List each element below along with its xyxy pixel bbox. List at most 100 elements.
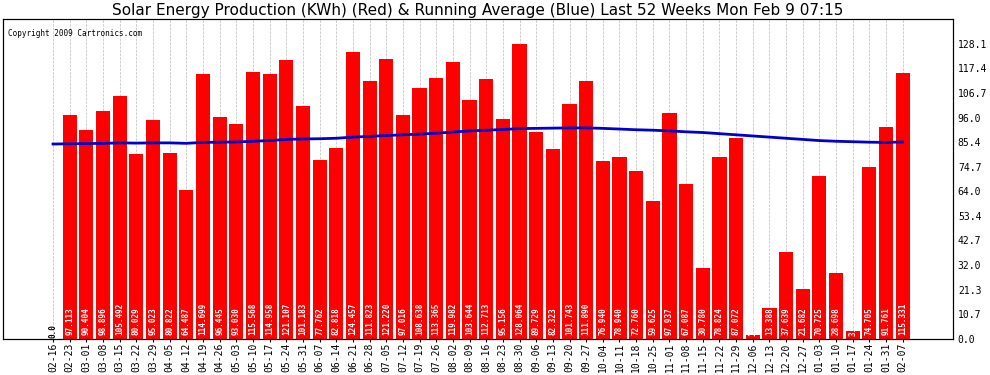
Text: 77.762: 77.762 (315, 308, 324, 335)
Bar (296, 106, 310, 339)
Bar (529, 132, 544, 339)
Text: 93.030: 93.030 (232, 308, 241, 335)
Text: 95.156: 95.156 (498, 308, 507, 335)
Bar (262, 74, 277, 339)
Text: 87.072: 87.072 (732, 308, 741, 335)
Text: 70.725: 70.725 (815, 308, 824, 335)
Text: 78.824: 78.824 (715, 308, 724, 335)
Text: 105.492: 105.492 (115, 303, 124, 335)
Bar (679, 184, 693, 339)
Bar (579, 81, 593, 339)
Text: 1.650: 1.650 (748, 313, 757, 336)
Bar (113, 96, 127, 339)
Text: 28.698: 28.698 (832, 308, 841, 335)
Bar (462, 100, 476, 339)
Bar (629, 171, 644, 339)
Text: 121.220: 121.220 (382, 303, 391, 335)
Bar (379, 60, 393, 339)
Text: 115.568: 115.568 (248, 303, 257, 335)
Bar (313, 159, 327, 339)
Text: 119.982: 119.982 (448, 303, 457, 335)
Text: 59.625: 59.625 (648, 308, 657, 335)
Text: 96.445: 96.445 (215, 308, 224, 335)
Text: 78.940: 78.940 (615, 308, 624, 335)
Text: 74.705: 74.705 (865, 308, 874, 335)
Bar (713, 157, 727, 339)
Text: 95.023: 95.023 (148, 308, 157, 335)
Text: 114.699: 114.699 (198, 303, 208, 335)
Bar (896, 73, 910, 339)
Bar (479, 79, 493, 339)
Text: 37.639: 37.639 (781, 308, 791, 335)
Text: 128.064: 128.064 (515, 303, 524, 335)
Bar (246, 72, 260, 339)
Bar (545, 149, 560, 339)
Text: 115.331: 115.331 (898, 303, 907, 335)
Bar (613, 157, 627, 339)
Text: 89.729: 89.729 (532, 308, 541, 335)
Bar (513, 44, 527, 339)
Bar (196, 75, 210, 339)
Text: 114.958: 114.958 (265, 303, 274, 335)
Bar (62, 115, 77, 339)
Bar (762, 308, 776, 339)
Text: 0.0: 0.0 (49, 324, 57, 338)
Bar (596, 162, 610, 339)
Bar (179, 190, 193, 339)
Bar (813, 176, 827, 339)
Bar (279, 60, 293, 339)
Text: 121.107: 121.107 (282, 303, 291, 335)
Text: 108.638: 108.638 (415, 303, 424, 335)
Bar (429, 78, 444, 339)
Bar (696, 268, 710, 339)
Text: Copyright 2009 Cartronics.com: Copyright 2009 Cartronics.com (8, 28, 142, 38)
Bar (562, 104, 576, 339)
Bar (362, 81, 376, 339)
Text: 82.818: 82.818 (332, 308, 341, 335)
Text: 124.457: 124.457 (348, 303, 357, 335)
Bar (779, 252, 793, 339)
Text: 91.761: 91.761 (881, 308, 891, 335)
Bar (879, 127, 893, 339)
Text: 90.404: 90.404 (82, 308, 91, 335)
Text: 13.388: 13.388 (765, 308, 774, 335)
Bar (662, 113, 676, 339)
Text: 101.743: 101.743 (565, 303, 574, 335)
Text: 82.323: 82.323 (548, 308, 557, 335)
Bar (645, 201, 660, 339)
Bar (446, 62, 460, 339)
Text: 98.896: 98.896 (99, 308, 108, 335)
Title: Solar Energy Production (KWh) (Red) & Running Average (Blue) Last 52 Weeks Mon F: Solar Energy Production (KWh) (Red) & Ru… (112, 3, 843, 18)
Bar (96, 111, 110, 339)
Text: 97.113: 97.113 (65, 308, 74, 335)
Bar (162, 153, 177, 339)
Bar (346, 52, 360, 339)
Text: 80.822: 80.822 (165, 308, 174, 335)
Text: 76.940: 76.940 (598, 308, 607, 335)
Bar (330, 148, 344, 339)
Bar (413, 88, 427, 339)
Text: 72.760: 72.760 (632, 308, 641, 335)
Bar (829, 273, 843, 339)
Bar (396, 115, 410, 339)
Text: 111.823: 111.823 (365, 303, 374, 335)
Bar (862, 166, 876, 339)
Bar (845, 331, 859, 339)
Text: 97.016: 97.016 (398, 308, 408, 335)
Text: 113.365: 113.365 (432, 303, 441, 335)
Bar (230, 124, 244, 339)
Text: 101.183: 101.183 (298, 303, 308, 335)
Text: 30.780: 30.780 (698, 308, 707, 335)
Bar (79, 130, 93, 339)
Bar (213, 117, 227, 339)
Text: 97.937: 97.937 (665, 308, 674, 335)
Text: 21.682: 21.682 (798, 308, 807, 335)
Text: 103.644: 103.644 (465, 303, 474, 335)
Bar (130, 154, 144, 339)
Text: 80.029: 80.029 (132, 308, 141, 335)
Text: 111.890: 111.890 (582, 303, 591, 335)
Text: 3.450: 3.450 (848, 313, 857, 336)
Bar (796, 289, 810, 339)
Text: 64.487: 64.487 (182, 308, 191, 335)
Bar (496, 120, 510, 339)
